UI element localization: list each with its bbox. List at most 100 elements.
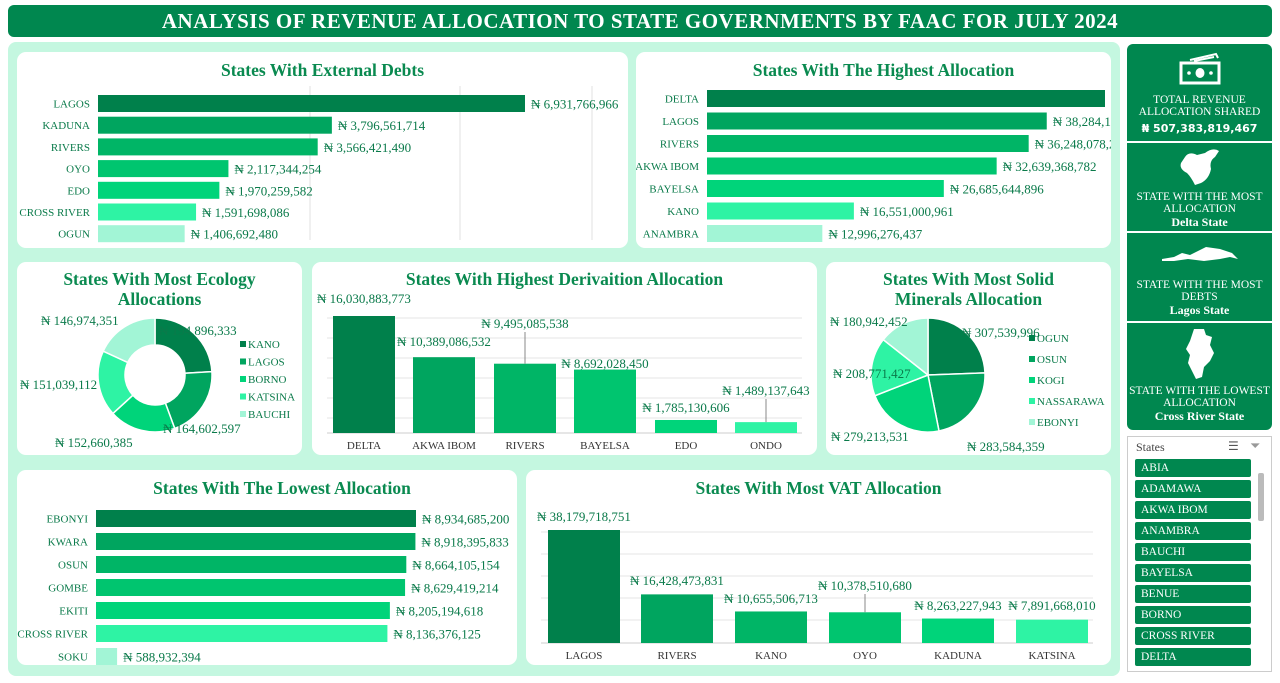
data-label: ₦ 38,179,718,751	[537, 509, 631, 524]
legend-swatch	[240, 393, 246, 400]
bar-oyo	[829, 612, 901, 643]
data-label: ₦ 1,785,130,606	[642, 400, 730, 415]
chart-title: States With Most Ecology Allocations	[63, 269, 256, 309]
bar-lagos	[707, 112, 1047, 130]
slicer-item-borno[interactable]: BORNO	[1135, 606, 1251, 624]
slicer-item-bauchi[interactable]: BAUCHI	[1135, 543, 1251, 561]
slicer-item-cross-river[interactable]: CROSS RIVER	[1135, 627, 1251, 645]
kpi-value: Cross River State	[1154, 408, 1245, 423]
data-label: ₦ 16,551,000,961	[860, 204, 954, 219]
slicer-item-akwa-ibom[interactable]: AKWA IBOM	[1135, 501, 1251, 519]
data-label: ₦ 10,378,510,680	[818, 578, 912, 593]
data-label: ₦ 12,996,276,437	[828, 227, 922, 242]
data-label: ₦ 8,918,395,833	[421, 535, 508, 550]
category-label: LAGOS	[53, 99, 90, 111]
bar-cross-river	[96, 625, 388, 642]
category-label: KANO	[755, 650, 787, 662]
data-label: ₦ 38,284,168,797	[1053, 114, 1111, 129]
data-label: ₦ 152,660,385	[55, 435, 133, 450]
legend-swatch	[1029, 356, 1035, 362]
bar-lagos	[548, 530, 620, 643]
bar-ogun	[98, 225, 185, 243]
data-label: ₦ 7,891,668,010	[1008, 598, 1095, 613]
legend-label: NASSARAWA	[1037, 396, 1105, 408]
slicer-item-delta[interactable]: DELTA	[1135, 648, 1251, 666]
data-label: ₦ 16,030,883,773	[317, 291, 411, 306]
data-label: ₦ 1,591,698,086	[202, 205, 290, 220]
lowest-allocation-chart: EBONYI ₦ 8,934,685,200 KWARA ₦ 8,918,395,83…	[17, 510, 509, 665]
kpi-label: STATE WITH THE MOST DEBTS	[1136, 278, 1263, 304]
kpi-most-allocation: STATE WITH THE MOST ALLOCATION Delta Sta…	[1127, 143, 1272, 231]
bar-kaduna	[922, 618, 994, 643]
bar-rivers	[98, 138, 318, 156]
category-label: LAGOS	[662, 116, 699, 128]
data-label: ₦ 588,932,394	[123, 650, 201, 665]
bar-soku	[96, 648, 118, 665]
legend-label: KOGI	[1037, 375, 1065, 387]
states-slicer[interactable]: States ☰ ⏷ ABIA ADAMAWA AKWA IBOM ANAMBRA BA…	[1127, 436, 1272, 672]
data-label: ₦ 10,655,506,713	[724, 591, 818, 606]
category-label: AKWA IBOM	[636, 161, 699, 173]
bar-ebonyi	[96, 510, 416, 527]
category-label: ANAMBRA	[643, 229, 699, 241]
legend-swatch	[1029, 398, 1035, 404]
bar-rivers	[707, 135, 1029, 152]
chart-title: States With The Lowest Allocation	[153, 478, 411, 498]
bar-ondo	[735, 422, 797, 433]
multi-select-icon[interactable]: ☰	[1228, 439, 1239, 453]
clear-filter-icon[interactable]: ⏷	[1250, 438, 1261, 453]
kpi-value: Delta State	[1171, 214, 1228, 229]
bar-cross-river	[98, 203, 197, 221]
legend-swatch	[240, 411, 246, 417]
bar-rivers	[494, 363, 556, 433]
slice-nassarawa	[870, 338, 930, 397]
ecology-panel: States With Most Ecology Allocations ₦ 1…	[17, 262, 302, 455]
slicer-item-anambra[interactable]: ANAMBRA	[1135, 522, 1251, 540]
slicer-item-adamawa[interactable]: ADAMAWA	[1135, 480, 1251, 498]
data-label: ₦ 8,629,419,214	[411, 581, 499, 596]
slicer-item-abia[interactable]: ABIA	[1135, 459, 1251, 477]
category-label: KADUNA	[42, 120, 90, 132]
kpi-label: STATE WITH THE LOWEST ALLOCATION	[1129, 384, 1270, 410]
derivation-panel: States With Highest Derivaition Allocati…	[312, 262, 817, 455]
data-label: ₦ 8,263,227,943	[914, 598, 1001, 613]
data-label: ₦ 26,685,644,896	[950, 182, 1044, 197]
category-label: KWARA	[48, 537, 88, 549]
legend-swatch	[240, 341, 246, 347]
category-label: RIVERS	[51, 142, 90, 154]
slicer-item-benue[interactable]: BENUE	[1135, 585, 1251, 603]
external-debts-chart: LAGOS ₦ 6,931,766,966 KADUNA ₦ 3,796,561,71…	[19, 86, 619, 243]
bar-kaduna	[98, 116, 332, 134]
legend-label: OGUN	[1037, 333, 1069, 345]
category-label: AKWA IBOM	[412, 440, 476, 452]
category-label: DELTA	[347, 440, 381, 452]
solid-minerals-panel: States With Most Solid Minerals Allocati…	[826, 262, 1111, 455]
data-label: ₦ 10,389,086,532	[397, 334, 491, 349]
category-label: SOKU	[58, 652, 88, 664]
kpi-value: ₦ 507,383,819,467	[1141, 121, 1258, 135]
bar-gombe	[96, 579, 406, 596]
data-label: ₦ 2,117,344,254	[234, 162, 321, 177]
chart-title: States With External Debts	[220, 60, 425, 80]
kpi-most-debts: STATE WITH THE MOST DEBTS Lagos State	[1127, 233, 1272, 321]
category-label: CROSS RIVER	[19, 207, 90, 219]
data-label: ₦ 3,566,421,490	[324, 140, 411, 155]
chart-title: States With The Highest Allocation	[752, 60, 1015, 80]
lagos-map-icon	[1161, 247, 1238, 261]
data-label: ₦ 180,942,452	[830, 314, 908, 329]
kpi-lowest-allocation: STATE WITH THE LOWEST ALLOCATION Cross R…	[1127, 323, 1272, 430]
slice-osun	[927, 372, 986, 432]
chart-title: States With Most Solid Minerals Allocati…	[883, 269, 1054, 309]
slice-ogun	[927, 317, 986, 376]
slicer-scrollbar[interactable]	[1258, 473, 1264, 521]
external-debts-panel: States With External Debts LAGOS ₦ 6,931,…	[17, 52, 628, 248]
bar-kwara	[96, 533, 416, 550]
category-label: GOMBE	[48, 583, 88, 595]
kpi-value: Lagos State	[1169, 302, 1230, 317]
highest-allocation-chart: DELTA₦ 44,848,327,324LAGOS₦ 38,284,168,7…	[636, 90, 1111, 242]
category-label: KADUNA	[934, 650, 982, 662]
data-label: ₦ 146,974,351	[41, 313, 119, 328]
kpi-label: TOTAL REVENUE ALLOCATION SHARED	[1138, 93, 1261, 119]
slicer-item-bayelsa[interactable]: BAYELSA	[1135, 564, 1251, 582]
kpi-total-revenue: TOTAL REVENUE ALLOCATION SHARED ₦ 507,38…	[1127, 44, 1272, 141]
